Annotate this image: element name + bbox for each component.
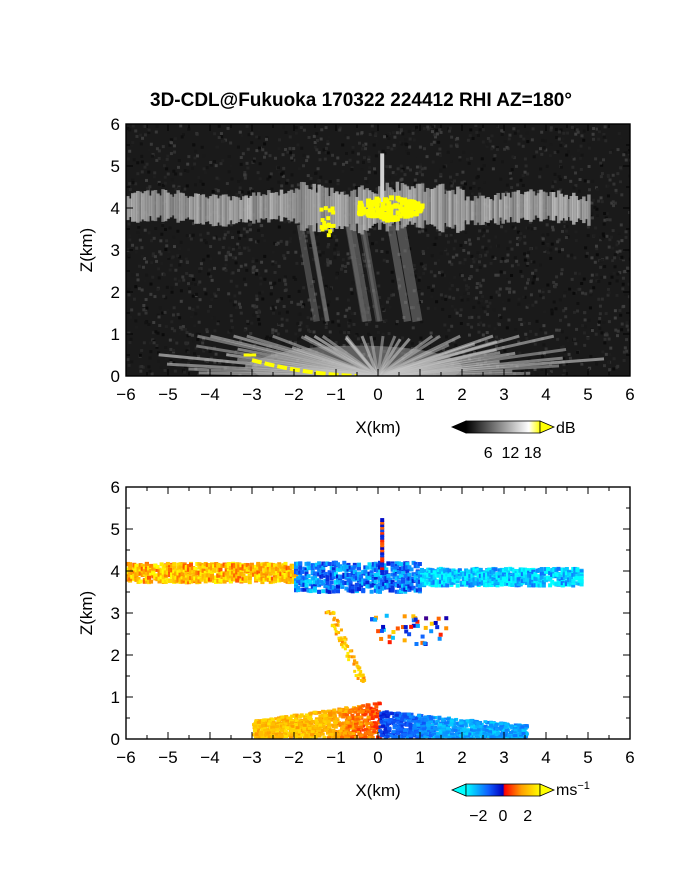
figure-title: 3D-CDL@Fukuoka 170322 224412 RHI AZ=180° <box>150 90 572 111</box>
reflectivity-xlabel: X(km) <box>355 418 400 437</box>
velocity-scattered-echoes <box>370 613 449 647</box>
reflectivity-ytick-label: 3 <box>111 241 120 260</box>
reflectivity-xtick-label: 6 <box>625 385 634 404</box>
velocity-xlabel: X(km) <box>355 781 400 800</box>
velocity-ytick-label: 4 <box>111 562 120 581</box>
reflectivity-colorbar-tick-label: 12 <box>502 445 520 462</box>
velocity-colorbar-tick-label: 2 <box>523 808 532 825</box>
velocity-cloud-layer-east <box>420 566 584 588</box>
reflectivity-xtick-label: 1 <box>415 385 424 404</box>
velocity-panel: −6 −5 −4 −3 −2 −1 0 1 2 3 4 5 6 0 1 2 3 4 5 6 X(km) Z(km) −… <box>77 478 635 825</box>
reflectivity-axes: −6 −5 −4 −3 −2 −1 0 1 2 3 4 5 6 0 1 2 3 4 5 6 <box>111 115 635 404</box>
reflectivity-xtick-label: −6 <box>116 385 135 404</box>
reflectivity-xtick-label: 3 <box>499 385 508 404</box>
reflectivity-ytick-label: 1 <box>111 325 120 344</box>
reflectivity-xtick-label: 2 <box>457 385 466 404</box>
reflectivity-ytick-label: 2 <box>111 283 120 302</box>
velocity-ytick-label: 2 <box>111 646 120 665</box>
velocity-ytick-label: 3 <box>111 604 120 623</box>
reflectivity-colorbar-unit: dB <box>556 420 576 437</box>
reflectivity-colorbar-left-arrow <box>450 420 467 434</box>
velocity-colorbar-unit-exponent: −1 <box>577 780 590 792</box>
velocity-xtick-label: −6 <box>116 748 135 767</box>
reflectivity-saturated-patch <box>319 206 336 238</box>
velocity-cloud-layer-west <box>126 561 298 585</box>
velocity-ytick-label: 1 <box>111 688 120 707</box>
velocity-ytick-label: 0 <box>111 730 120 749</box>
velocity-xtick-label: 6 <box>625 748 634 767</box>
reflectivity-colorbar-bar <box>465 420 541 434</box>
reflectivity-plot-area <box>126 124 630 376</box>
velocity-ytick-label: 5 <box>111 520 120 539</box>
velocity-low-layer-east <box>378 710 529 739</box>
reflectivity-xtick-label: −4 <box>200 385 219 404</box>
reflectivity-ytick-label: 6 <box>111 115 120 134</box>
velocity-axes: −6 −5 −4 −3 −2 −1 0 1 2 3 4 5 6 0 1 2 3 4 5 6 <box>111 478 635 767</box>
velocity-ytick-label: 6 <box>111 478 120 497</box>
reflectivity-ytick-label: 0 <box>111 367 120 386</box>
reflectivity-ylabel: Z(km) <box>77 228 96 272</box>
velocity-colorbar-left-arrow <box>450 783 467 797</box>
velocity-xtick-label: −4 <box>200 748 219 767</box>
velocity-xtick-label: 5 <box>583 748 592 767</box>
velocity-colorbar-unit-base: ms <box>556 782 577 799</box>
reflectivity-colorbar-tick-label: 6 <box>484 445 493 462</box>
velocity-plot-area <box>126 518 584 739</box>
reflectivity-ytick-label: 4 <box>111 199 120 218</box>
velocity-colorbar-tick-label: −2 <box>469 808 487 825</box>
velocity-xtick-label: 3 <box>499 748 508 767</box>
reflectivity-xtick-label: −1 <box>326 385 345 404</box>
reflectivity-colorbar: 6 12 18 dB <box>450 420 576 462</box>
velocity-vertical-spike <box>380 518 385 575</box>
velocity-xtick-label: 4 <box>541 748 550 767</box>
velocity-colorbar-right-arrow <box>539 783 556 797</box>
reflectivity-vertical-spike <box>380 153 385 208</box>
reflectivity-saturated-core <box>357 195 425 223</box>
velocity-plot-frame <box>125 486 631 740</box>
reflectivity-fall-streaks <box>296 223 423 323</box>
reflectivity-xtick-label: 4 <box>541 385 550 404</box>
reflectivity-colorbar-tick-label: 18 <box>524 445 542 462</box>
reflectivity-xtick-label: −2 <box>284 385 303 404</box>
velocity-cloud-layer-center <box>294 560 422 594</box>
reflectivity-ytick-label: 5 <box>111 157 120 176</box>
velocity-xtick-label: −1 <box>326 748 345 767</box>
velocity-ylabel: Z(km) <box>77 591 96 635</box>
velocity-xtick-label: 1 <box>415 748 424 767</box>
reflectivity-xtick-label: −5 <box>158 385 177 404</box>
velocity-colorbar-tick-label: 0 <box>499 808 508 825</box>
velocity-xtick-label: 0 <box>373 748 382 767</box>
velocity-xtick-label: −2 <box>284 748 303 767</box>
reflectivity-xtick-label: 0 <box>373 385 382 404</box>
reflectivity-xtick-label: −3 <box>242 385 261 404</box>
reflectivity-colorbar-right-arrow <box>539 420 556 434</box>
velocity-colorbar: −2 0 2 ms−1 <box>450 780 590 825</box>
reflectivity-xtick-label: 5 <box>583 385 592 404</box>
velocity-colorbar-unit: ms−1 <box>556 780 590 799</box>
velocity-xtick-label: −5 <box>158 748 177 767</box>
velocity-colorbar-bar <box>465 783 541 797</box>
velocity-xtick-label: 2 <box>457 748 466 767</box>
velocity-fall-streak <box>324 610 367 683</box>
velocity-xtick-label: −3 <box>242 748 261 767</box>
velocity-low-layer-west <box>252 701 382 739</box>
